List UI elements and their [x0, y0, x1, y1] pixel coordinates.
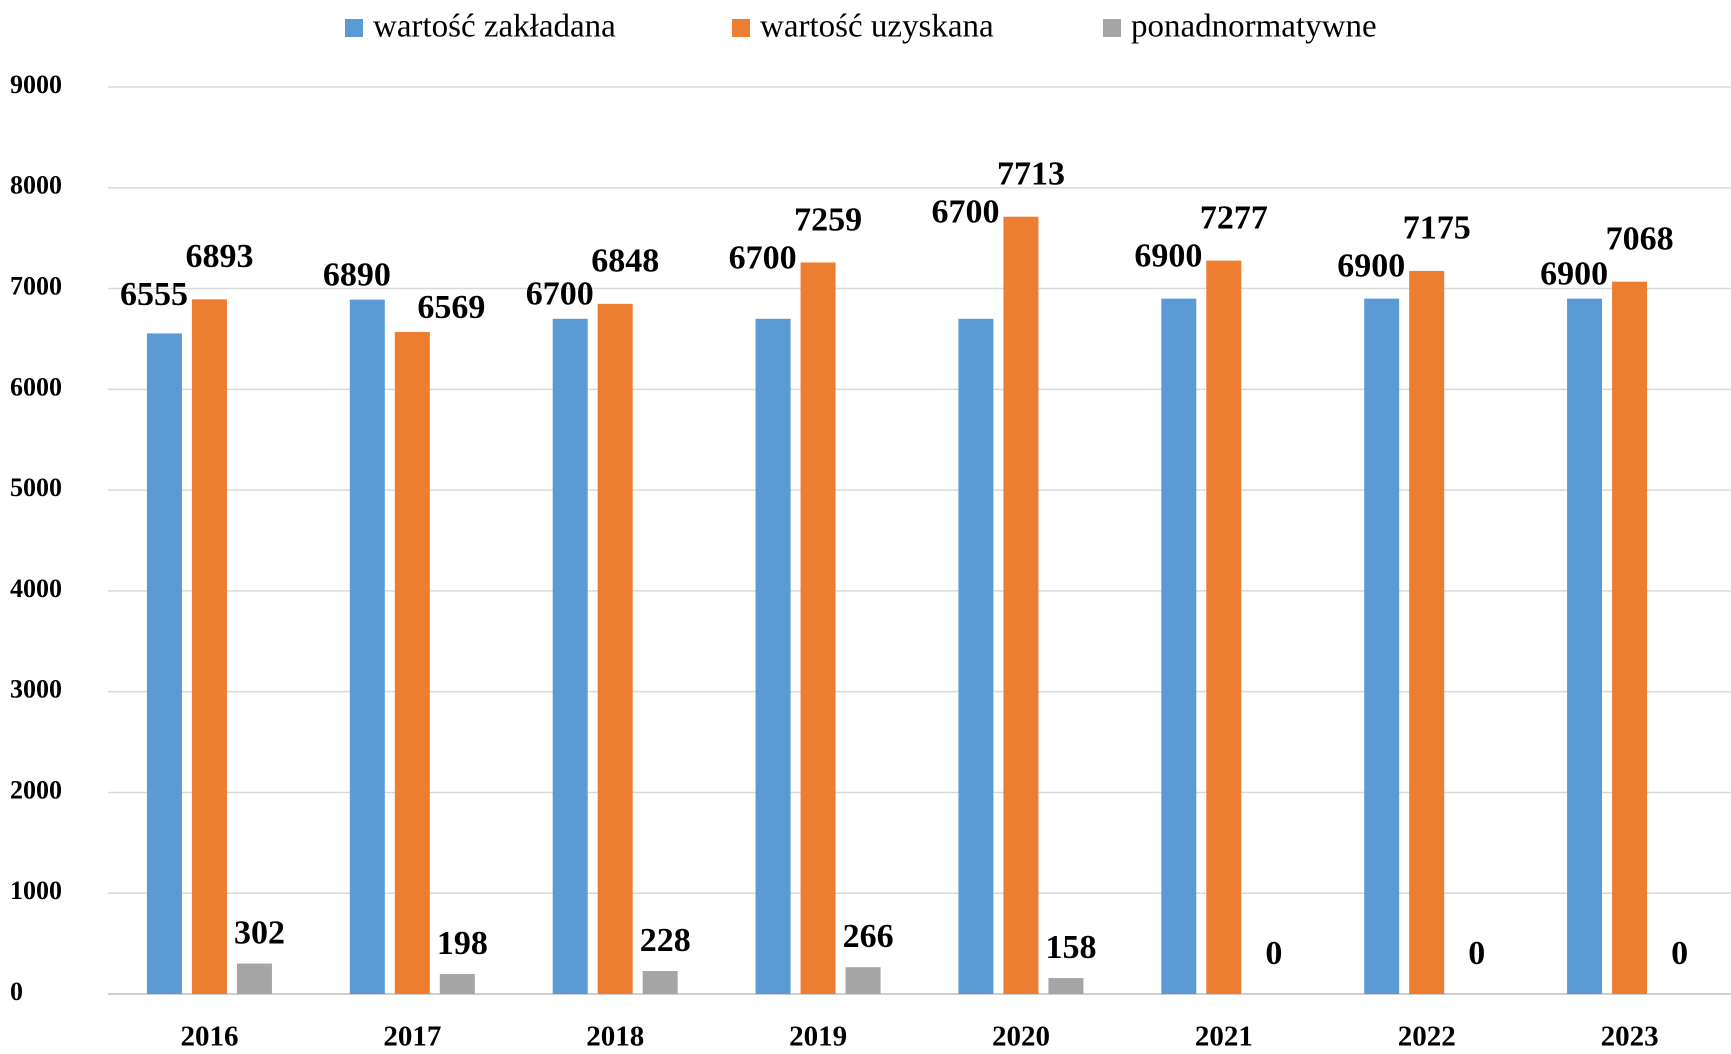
- data-label: 6900: [1337, 248, 1405, 285]
- data-label: 302: [234, 914, 285, 951]
- data-label: 228: [640, 922, 691, 959]
- data-label: 0: [1265, 935, 1282, 972]
- data-label: 198: [437, 925, 488, 962]
- data-label: 6900: [1134, 237, 1202, 274]
- bar: [1206, 260, 1242, 994]
- bar: [1409, 270, 1445, 994]
- legend-label: ponadnormatywne: [1131, 9, 1377, 45]
- y-tick-label: 8000: [10, 171, 62, 200]
- x-tick-label: 2019: [789, 1021, 847, 1053]
- data-label: 7277: [1200, 199, 1268, 236]
- data-label: 0: [1671, 935, 1688, 972]
- bar: [800, 262, 836, 994]
- y-tick-label: 2000: [10, 775, 62, 804]
- x-tick-label: 2023: [1601, 1021, 1659, 1053]
- legend-swatch: [1103, 19, 1121, 37]
- bar: [642, 971, 678, 994]
- y-tick-label: 4000: [10, 574, 62, 603]
- bar: [597, 303, 633, 994]
- data-label: 0: [1468, 935, 1485, 972]
- bar: [1567, 298, 1603, 995]
- bar: [1161, 298, 1197, 995]
- bar: [191, 299, 227, 995]
- data-label: 7713: [997, 155, 1065, 192]
- y-tick-label: 6000: [10, 372, 62, 401]
- bar: [439, 974, 475, 994]
- legend-label: wartość zakładana: [373, 9, 616, 45]
- x-tick-label: 2021: [1195, 1021, 1253, 1053]
- bar: [755, 318, 791, 994]
- data-label: 7259: [794, 201, 862, 238]
- data-label: 6700: [931, 193, 999, 230]
- legend-label: wartość uzyskana: [760, 9, 994, 45]
- legend-swatch: [732, 19, 750, 37]
- data-label: 6700: [526, 276, 594, 313]
- bar: [1048, 978, 1084, 994]
- data-label: 6848: [591, 243, 659, 280]
- bar: [958, 318, 994, 994]
- y-tick-label: 5000: [10, 473, 62, 502]
- y-tick-label: 9000: [10, 70, 62, 99]
- data-label: 158: [1045, 929, 1096, 966]
- data-label: 266: [843, 918, 894, 955]
- data-label: 7175: [1403, 210, 1471, 247]
- x-tick-label: 2018: [586, 1021, 644, 1053]
- bar: [394, 331, 430, 994]
- x-tick-label: 2016: [180, 1021, 238, 1053]
- data-label: 6569: [417, 289, 485, 326]
- bar: [146, 333, 182, 994]
- bar: [552, 318, 588, 994]
- data-label: 6700: [729, 239, 797, 276]
- data-label: 6893: [185, 238, 253, 275]
- y-tick-label: 3000: [10, 675, 62, 704]
- y-tick-label: 0: [10, 977, 23, 1006]
- data-label: 6890: [323, 256, 391, 293]
- x-tick-label: 2022: [1398, 1021, 1456, 1053]
- bar: [349, 299, 385, 994]
- data-label: 6900: [1540, 255, 1608, 292]
- y-tick-label: 7000: [10, 272, 62, 301]
- x-tick-label: 2017: [383, 1021, 441, 1053]
- data-label: 7068: [1606, 220, 1674, 257]
- bar: [236, 963, 272, 994]
- legend-swatch: [345, 19, 363, 37]
- bar: [1612, 281, 1648, 995]
- y-tick-label: 1000: [10, 876, 62, 905]
- data-label: 6555: [120, 276, 188, 313]
- x-tick-label: 2020: [992, 1021, 1050, 1053]
- bar: [845, 967, 881, 994]
- bar: [1003, 216, 1039, 995]
- bar: [1364, 298, 1400, 995]
